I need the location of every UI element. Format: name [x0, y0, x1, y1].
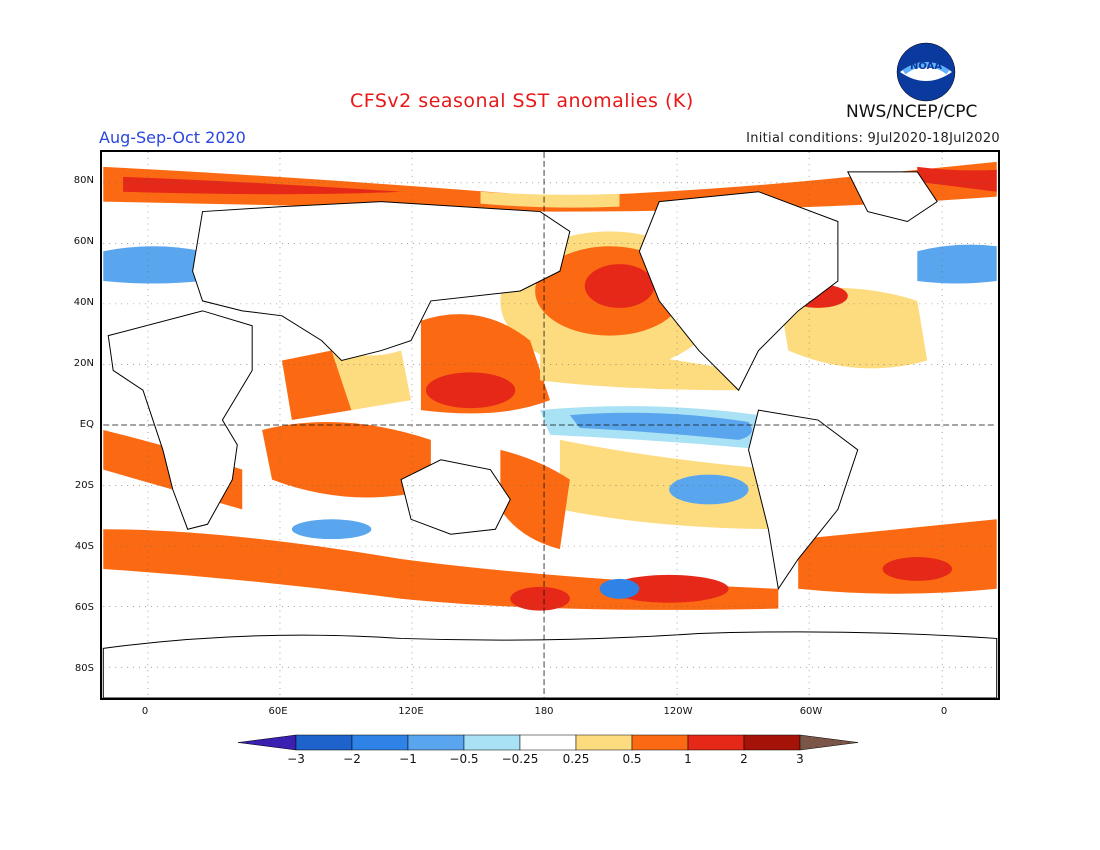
- colorbar-tick-label: 1: [684, 752, 692, 766]
- australia-landmass: [400, 459, 511, 535]
- map-title: CFSv2 seasonal SST anomalies (K): [350, 90, 694, 112]
- initial-conditions-label: Initial conditions: 9Jul2020-18Jul2020: [746, 131, 1000, 146]
- greenland-landmass: [847, 171, 938, 223]
- lat-label-eq: EQ: [79, 419, 94, 430]
- colorbar-segment: [575, 734, 633, 751]
- lon-label-120e: 120E: [398, 706, 424, 717]
- colorbar: [238, 734, 859, 751]
- lon-label-120w: 120W: [663, 706, 693, 717]
- lon-label-60e: 60E: [268, 706, 288, 717]
- lat-label-80n: 80N: [73, 175, 94, 186]
- colorbar-tick-label: 3: [796, 752, 804, 766]
- colorbar-tick-label: −3: [287, 752, 305, 766]
- africa-landmass: [107, 310, 253, 530]
- colorbar-segment: [407, 734, 465, 751]
- lat-label-80s: 80S: [74, 663, 94, 674]
- continent-outlines: [102, 171, 998, 698]
- colorbar-tick-label: −1: [399, 752, 417, 766]
- colorbar-high-extend: [799, 734, 859, 751]
- lon-label-180: 180: [534, 706, 554, 717]
- eurasia-landmass: [192, 201, 571, 362]
- colorbar-tick-label: 0.25: [562, 752, 590, 766]
- graticule: [103, 152, 997, 698]
- lat-label-60n: 60N: [73, 236, 94, 247]
- colorbar-segment: [631, 734, 689, 751]
- colorbar-segment: [463, 734, 521, 751]
- lon-label-60w: 60W: [799, 706, 823, 717]
- colorbar-segment: [743, 734, 801, 751]
- colorbar-segment: [687, 734, 745, 751]
- colorbar-segment: [295, 734, 353, 751]
- colorbar-tick-label: −0.25: [501, 752, 539, 766]
- lon-label-0-east: 0: [940, 706, 948, 717]
- sst-anomaly-map: [100, 150, 1000, 700]
- lat-label-60s: 60S: [74, 602, 94, 613]
- south-america-landmass: [748, 409, 859, 591]
- colorbar-segment: [351, 734, 409, 751]
- lat-label-40n: 40N: [73, 297, 94, 308]
- season-label: Aug-Sep-Oct 2020: [99, 128, 246, 147]
- north-america-landmass: [638, 191, 839, 392]
- colorbar-tick-label: −0.5: [449, 752, 479, 766]
- lat-label-20s: 20S: [74, 480, 94, 491]
- anomaly-field: [103, 161, 997, 611]
- lat-label-40s: 40S: [74, 541, 94, 552]
- svg-text:NOAA: NOAA: [910, 61, 942, 72]
- lat-label-20n: 20N: [73, 358, 94, 369]
- colorbar-segment: [519, 734, 577, 751]
- colorbar-low-extend: [238, 734, 297, 751]
- lon-label-0-west: 0: [141, 706, 149, 717]
- reference-lines: [103, 152, 997, 698]
- noaa-logo-icon: NOAA: [896, 42, 956, 102]
- colorbar-tick-label: 2: [740, 752, 748, 766]
- colorbar-tick-label: −2: [343, 752, 361, 766]
- antarctica-landmass: [102, 631, 998, 698]
- agency-label: NWS/NCEP/CPC: [846, 102, 978, 122]
- colorbar-tick-label: 0.5: [622, 752, 642, 766]
